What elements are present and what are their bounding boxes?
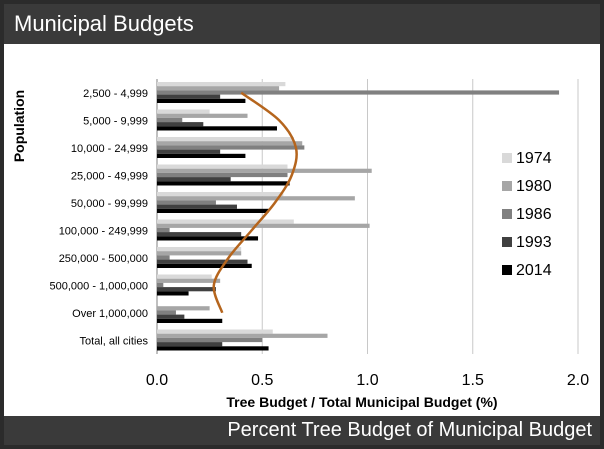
bar	[157, 172, 288, 178]
bar	[157, 291, 189, 296]
bar	[157, 141, 303, 146]
bar	[157, 164, 288, 169]
gridlines	[156, 79, 579, 354]
chart-caption: Percent Tree Budget of Municipal Budget	[4, 416, 600, 445]
bar	[157, 126, 277, 131]
x-tick-label: 0.5	[251, 372, 273, 389]
bar	[157, 181, 290, 186]
legend: 1974 1980 1986 1993 2014	[502, 150, 552, 279]
bar	[157, 227, 170, 233]
y-tick-label: 25,000 - 49,999	[71, 170, 148, 182]
trendline-group	[212, 91, 298, 314]
bars	[157, 82, 560, 351]
chart-frame: Municipal Budgets 2,500 - 4,999 5,000 - 9…	[4, 4, 600, 445]
y-tick-label: 250,000 - 500,000	[59, 253, 148, 265]
y-tick-label: Over 1,000,000	[72, 308, 148, 320]
y-tick-labels: 2,500 - 4,999 5,000 - 9,999 10,000 - 24,99…	[50, 88, 149, 348]
bar	[157, 177, 231, 182]
bar	[157, 196, 355, 201]
bar	[157, 232, 242, 237]
bar	[157, 314, 185, 319]
bar	[157, 153, 246, 158]
bar	[157, 342, 223, 347]
x-tick-label: 1.5	[462, 372, 484, 389]
page-title: Municipal Budgets	[4, 4, 600, 44]
bar	[157, 117, 183, 123]
bar	[157, 98, 246, 103]
y-axis-title: Population	[11, 90, 27, 162]
bar	[157, 208, 269, 213]
bar	[157, 137, 294, 142]
bar	[157, 109, 210, 114]
bar	[157, 204, 237, 209]
legend-entry: 1980	[516, 178, 552, 195]
bar	[157, 168, 372, 173]
bar	[157, 200, 216, 205]
y-tick-label: 2,500 - 4,999	[83, 88, 148, 100]
bar	[157, 113, 248, 118]
legend-entry: 1993	[516, 234, 552, 251]
legend-swatch	[502, 153, 512, 163]
y-tick-label: 5,000 - 9,999	[83, 115, 148, 127]
bar	[157, 149, 221, 154]
legend-swatch	[502, 237, 512, 247]
bar	[157, 337, 263, 343]
bar	[157, 122, 204, 127]
trendline	[212, 91, 298, 314]
budget-bar-chart: 2,500 - 4,999 5,000 - 9,999 10,000 - 24,99…	[11, 79, 589, 410]
x-tick-label: 0.0	[146, 372, 168, 389]
bar	[157, 236, 259, 241]
bar	[157, 306, 210, 311]
x-axis-title: Tree Budget / Total Municipal Budget (%)	[226, 394, 497, 410]
y-tick-label: 100,000 - 249,999	[59, 225, 148, 237]
bar	[157, 329, 273, 334]
legend-swatch	[502, 181, 512, 191]
bar	[157, 255, 170, 260]
bar	[157, 82, 286, 87]
legend-entry: 1986	[516, 206, 552, 223]
bar	[157, 223, 370, 228]
bar	[157, 318, 223, 323]
legend-swatch	[502, 209, 512, 219]
y-tick-label: Total, all cities	[80, 335, 149, 347]
x-tick-label: 2.0	[567, 372, 589, 389]
bar	[157, 287, 216, 292]
legend-entry: 1974	[516, 150, 552, 167]
bar	[157, 274, 212, 279]
x-tick-labels: 0.0 0.5 1.0 1.5 2.0	[146, 372, 589, 389]
x-tick-label: 1.0	[356, 372, 378, 389]
bar	[157, 263, 252, 268]
y-tick-label: 50,000 - 99,999	[71, 198, 148, 210]
bar	[157, 94, 221, 99]
bar	[157, 90, 560, 95]
bar	[157, 247, 242, 252]
bar	[157, 145, 305, 150]
bar	[157, 282, 164, 288]
legend-swatch	[502, 265, 512, 275]
bar	[157, 251, 242, 256]
bar	[157, 278, 221, 283]
y-tick-label: 10,000 - 24,999	[71, 143, 148, 155]
y-tick-label: 500,000 - 1,000,000	[50, 280, 148, 292]
bar	[157, 346, 269, 351]
legend-entry: 2014	[516, 262, 552, 279]
bar	[157, 310, 176, 315]
bar	[157, 333, 328, 338]
bar	[157, 219, 294, 224]
bar	[157, 192, 284, 197]
bar	[157, 86, 280, 91]
bar	[157, 259, 248, 264]
